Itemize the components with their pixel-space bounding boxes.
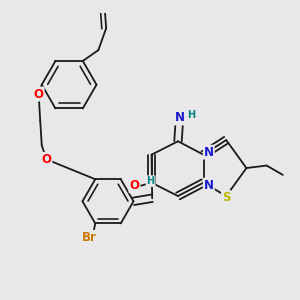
Text: H: H xyxy=(147,176,155,186)
Text: O: O xyxy=(34,88,44,100)
Text: H: H xyxy=(187,110,195,120)
Text: Br: Br xyxy=(82,231,97,244)
Text: O: O xyxy=(41,153,51,166)
Text: O: O xyxy=(129,179,140,192)
Text: N: N xyxy=(175,112,184,124)
Text: N: N xyxy=(204,178,214,192)
Text: N: N xyxy=(204,146,214,159)
Text: S: S xyxy=(222,191,230,204)
